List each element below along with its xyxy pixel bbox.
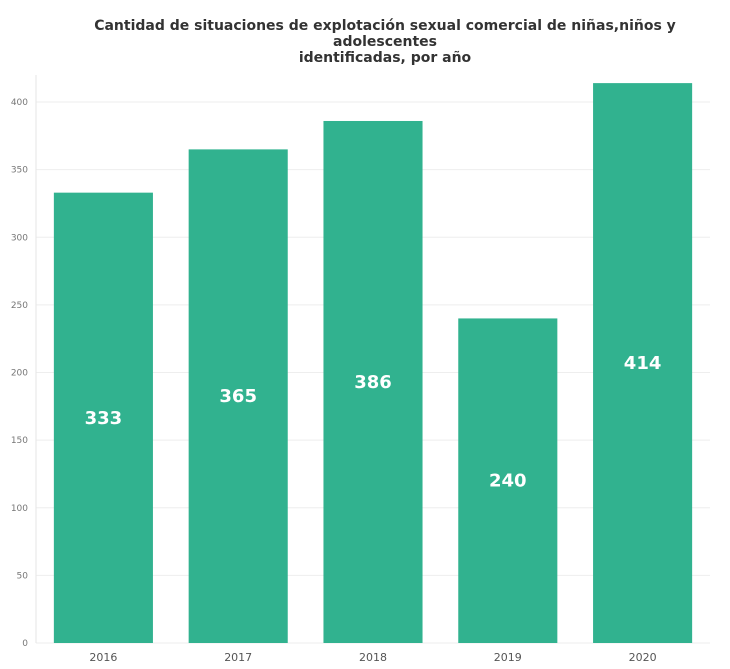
bar-2018 (323, 120, 423, 643)
chart-title-line-2: identificadas, por año (298, 50, 472, 66)
y-axis-ticks: 0 50 100 150 200 250 300 350 400 (11, 98, 28, 649)
data-label-2020: 414 (624, 353, 662, 374)
y-tick-label: 100 (11, 504, 28, 514)
x-tick-label-2020: 2020 (629, 651, 657, 664)
y-tick-label: 300 (11, 233, 28, 243)
y-tick-label: 50 (17, 571, 29, 581)
x-tick-label-2017: 2017 (224, 651, 252, 664)
data-label-2016: 333 (85, 408, 123, 429)
bar-2017 (188, 149, 288, 643)
data-labels: 333 365 386 240 414 (85, 353, 662, 492)
y-tick-label: 150 (11, 436, 28, 446)
bar-2019 (458, 318, 558, 643)
x-tick-label-2018: 2018 (359, 651, 387, 664)
x-axis-ticks: 2016 2017 2018 2019 2020 (89, 651, 656, 664)
data-label-2019: 240 (489, 471, 527, 492)
data-label-2018: 386 (354, 372, 392, 393)
chart-title-line-1: Cantidad de situaciones de explotación s… (94, 18, 676, 50)
y-tick-label: 200 (11, 369, 28, 379)
x-tick-label-2016: 2016 (89, 651, 117, 664)
bars (53, 83, 693, 644)
bar-2016 (53, 192, 153, 643)
y-tick-label: 350 (11, 166, 28, 176)
x-tick-label-2019: 2019 (494, 651, 522, 664)
data-label-2017: 365 (219, 386, 257, 407)
y-tick-label: 400 (11, 98, 28, 108)
y-tick-label: 250 (11, 301, 28, 311)
bar-2020 (593, 83, 693, 644)
chart-title: Cantidad de situaciones de explotación s… (40, 18, 730, 66)
y-tick-label: 0 (22, 639, 28, 649)
